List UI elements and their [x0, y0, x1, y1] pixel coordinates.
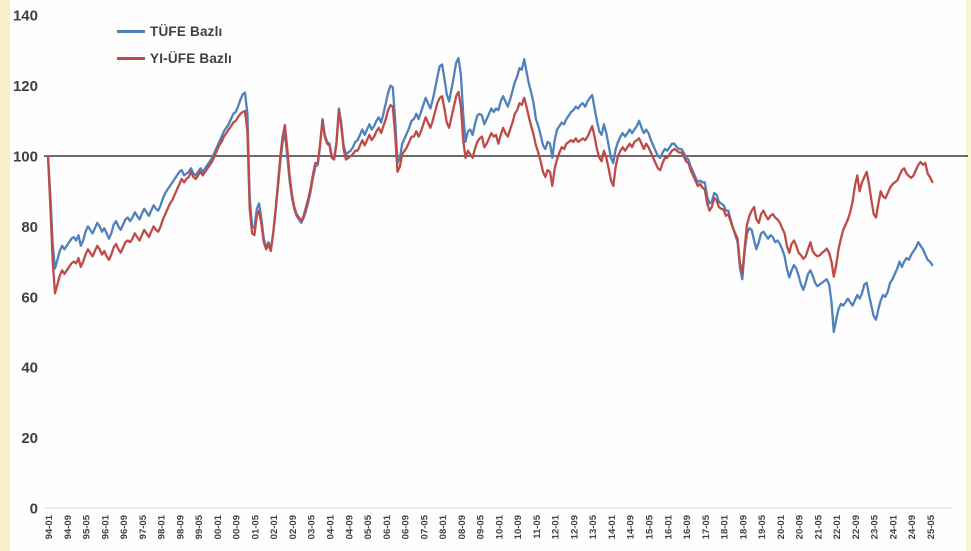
x-axis-tick-label: 98-09 [175, 515, 186, 539]
y-axis-tick-label: 140 [13, 8, 38, 25]
right-border-stripe [966, 0, 971, 551]
y-axis-tick-label: 120 [13, 78, 38, 95]
x-axis-tick-label: 22-01 [832, 514, 843, 539]
yi-ufe-series-line [46, 90, 934, 295]
legend-label-tufe: TÜFE Bazlı [150, 23, 223, 39]
y-axis-tick-label: 40 [21, 360, 38, 377]
x-axis-tick-label: 94-01 [44, 514, 55, 539]
x-axis-tick-label: 01-05 [250, 514, 261, 539]
y-axis-tick-label: 20 [21, 430, 38, 447]
x-axis-tick-label: 19-05 [757, 514, 768, 539]
x-axis-tick-label: 13-05 [588, 514, 599, 539]
x-axis-tick-label: 03-05 [307, 514, 318, 539]
x-axis-tick-label: 95-05 [82, 514, 93, 539]
x-axis-tick-label: 94-09 [63, 515, 74, 539]
x-axis-tick-label: 02-01 [269, 514, 280, 539]
x-axis-tick-label: 05-05 [363, 514, 374, 539]
x-axis-tick-label: 08-09 [457, 515, 468, 539]
legend-label-yi-ufe: YI-ÜFE Bazlı [150, 50, 232, 66]
legend-item-yi-ufe: YI-ÜFE Bazlı [117, 49, 232, 67]
x-axis-tick-label: 08-01 [438, 514, 449, 539]
x-axis-tick-label: 22-09 [851, 515, 862, 539]
x-axis-tick-label: 23-05 [870, 514, 881, 539]
x-axis-tick-label: 24-01 [888, 514, 899, 539]
legend-item-tufe: TÜFE Bazlı [117, 22, 232, 40]
tufe-series-line [46, 56, 934, 334]
x-axis-tick-label: 25-05 [926, 514, 937, 539]
x-axis-tick-label: 00-01 [213, 514, 224, 539]
x-axis-tick-label: 10-09 [513, 515, 524, 539]
tufe-line-swatch [117, 29, 145, 33]
x-axis-tick-label: 99-05 [194, 514, 205, 539]
y-axis-tick-label: 0 [30, 501, 38, 518]
x-axis-tick-label: 24-09 [907, 515, 918, 539]
x-axis-tick-label: 14-01 [607, 514, 618, 539]
x-axis-tick-label: 17-05 [701, 514, 712, 539]
x-axis-tick-label: 98-01 [157, 514, 168, 539]
x-axis-tick-label: 06-09 [401, 515, 412, 539]
legend: TÜFE Bazlı YI-ÜFE Bazlı [117, 22, 232, 67]
x-axis-tick-label: 18-09 [738, 515, 749, 539]
x-axis-tick-label: 16-01 [663, 514, 674, 539]
x-axis-tick-label: 07-05 [419, 514, 430, 539]
y-axis-tick-label: 60 [21, 289, 38, 306]
x-axis-tick-label: 96-09 [119, 515, 130, 539]
x-axis-tick-label: 21-05 [813, 514, 824, 539]
x-axis-tick-label: 04-01 [325, 514, 336, 539]
left-border-stripe [0, 0, 10, 551]
x-axis-tick-label: 20-01 [776, 514, 787, 539]
x-axis-tick-label: 10-01 [494, 514, 505, 539]
x-axis-tick-label: 00-09 [232, 515, 243, 539]
x-axis-tick-label: 04-09 [344, 515, 355, 539]
x-axis-tick-label: 12-09 [569, 515, 580, 539]
y-axis-tick-label: 80 [21, 219, 38, 236]
x-axis-tick-label: 15-05 [645, 514, 656, 539]
x-axis-tick-label: 02-09 [288, 515, 299, 539]
x-axis-tick-label: 09-05 [476, 514, 487, 539]
x-axis-tick-label: 20-09 [795, 515, 806, 539]
x-axis-tick-label: 11-05 [532, 514, 543, 538]
yi-ufe-line-swatch [117, 56, 145, 60]
x-axis-tick-label: 12-01 [551, 514, 562, 539]
x-axis-tick-label: 14-09 [626, 515, 637, 539]
x-axis-tick-label: 06-01 [382, 514, 393, 539]
x-axis-tick-label: 18-01 [720, 514, 731, 539]
y-axis-tick-label: 100 [13, 149, 38, 166]
x-axis-tick-label: 16-09 [682, 515, 693, 539]
x-axis-tick-label: 96-01 [100, 514, 111, 539]
x-axis-tick-label: 97-05 [138, 514, 149, 539]
